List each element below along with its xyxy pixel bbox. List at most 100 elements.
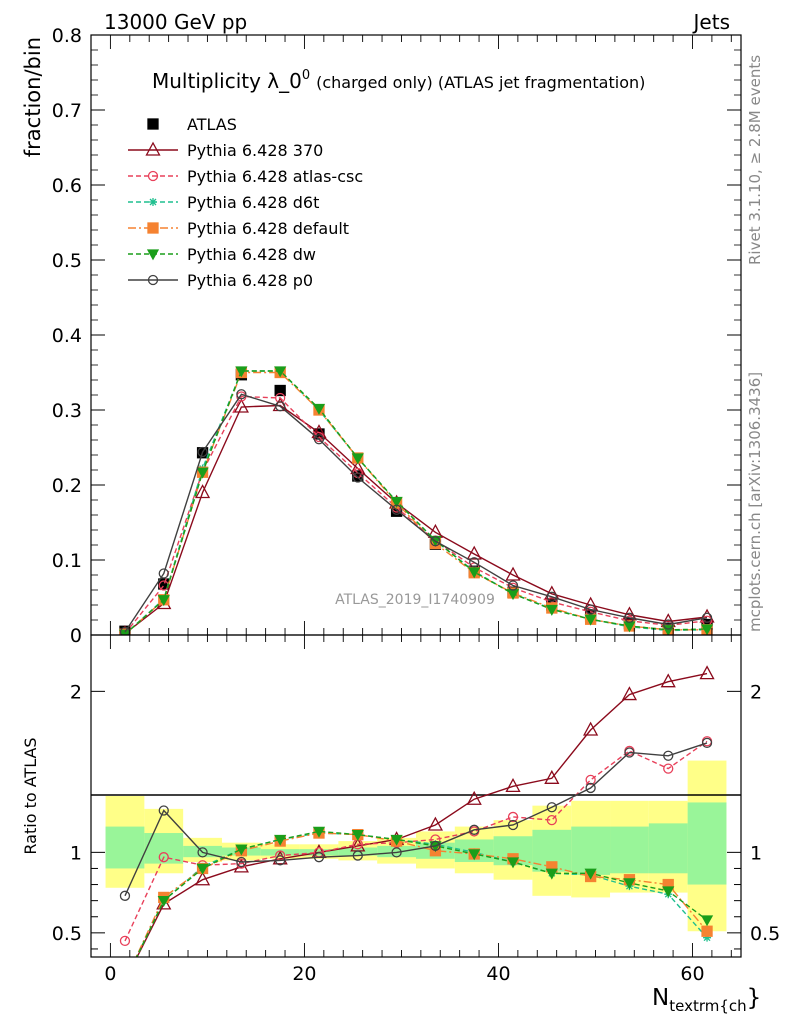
x-tick-label-0: 0 (104, 963, 116, 985)
ratio-point-4-3 (235, 844, 248, 856)
ratio-point-4-12 (584, 868, 597, 880)
main-ytick-label-8: 0.8 (52, 25, 82, 47)
legend-label-3: Pythia 6.428 d6t (187, 193, 319, 212)
ratio-series-line-5 (124, 742, 708, 897)
header-right: Jets (692, 10, 730, 34)
main-series-line-1 (124, 404, 708, 635)
band-stat-bin-7 (377, 845, 416, 858)
ratio-error-bands (105, 760, 727, 932)
ratio-point-4-5 (312, 826, 326, 838)
main-point-5-2 (196, 467, 209, 479)
x-axis-label: Ntextrm{ch} (652, 985, 761, 1015)
main-point-6-14 (663, 619, 674, 630)
legend-marker-6 (147, 274, 159, 286)
ratio-point-0-2 (194, 871, 211, 886)
ratio-ytick-label-right-2: 2 (750, 681, 762, 703)
main-point-1-2 (194, 484, 211, 499)
ratio-point-5-6 (352, 850, 363, 861)
main-point-1-9 (466, 545, 482, 560)
main-point-6-10 (507, 580, 519, 591)
main-point-5-12 (584, 614, 597, 626)
main-point-5-1 (157, 595, 170, 607)
main-series-group (118, 366, 715, 635)
main-ytick-label-6: 0.6 (52, 175, 82, 197)
band-stat-bin-1 (144, 833, 184, 864)
legend-marker-5 (146, 249, 160, 261)
ratio-point-4-7 (390, 834, 403, 846)
main-point-6-9 (469, 557, 480, 568)
band-stat-bin-12 (571, 826, 611, 875)
main-ytick-label-4: 0.4 (52, 325, 82, 347)
main-point-5-4 (274, 366, 287, 378)
main-title: Multiplicity λ_00 (charged only) (ATLAS j… (152, 68, 645, 93)
main-title-rest: (charged only) (ATLAS jet fragmentation) (316, 73, 645, 92)
main-point-6-6 (352, 472, 363, 483)
ratio-point-0-13 (621, 686, 638, 701)
main-point-0-4 (274, 384, 286, 397)
ratio-point-5-5 (313, 852, 325, 863)
ratio-point-5-12 (585, 782, 596, 794)
x-axis-label-sub: textrm{ch (669, 997, 746, 1015)
main-point-6-11 (546, 591, 557, 602)
main-point-6-1 (158, 568, 169, 579)
main-point-5-11 (545, 604, 558, 616)
ratio-series-line-1 (124, 740, 708, 942)
x-axis-label-main: N (652, 985, 669, 1011)
main-point-5-9 (468, 567, 481, 579)
band-stat-bin-13 (610, 826, 649, 874)
main-ytick-label-1: 0.1 (52, 550, 82, 572)
main-ytick-label-2: 0.2 (52, 475, 82, 497)
legend-label-1: Pythia 6.428 370 (187, 141, 323, 160)
ratio-point-4-4 (274, 834, 287, 846)
watermark: ATLAS_2019_I1740909 (335, 592, 495, 608)
ratio-ytick-label-2: 2 (70, 681, 82, 703)
main-point-6-4 (275, 401, 286, 412)
legend-label-2: Pythia 6.428 atlas-csc (187, 167, 363, 186)
x-axis-label-end: } (747, 985, 762, 1011)
ratio-point-1-11 (546, 815, 557, 826)
main-point-5-3 (235, 366, 248, 378)
band-stat-bin-0 (105, 826, 145, 869)
ratio-point-0-14 (660, 673, 676, 688)
ratio-point-5-8 (430, 840, 441, 852)
ratio-point-4-9 (468, 849, 481, 861)
main-ytick-label-7: 0.7 (52, 100, 82, 122)
ratio-point-1-0 (119, 935, 131, 947)
main-point-6-12 (585, 604, 596, 615)
legend-entry-1: Pythia 6.428 370 (128, 141, 323, 160)
ratio-point-4-6 (351, 829, 364, 841)
ratio-ytick-label-0: 0.5 (52, 923, 82, 945)
ratio-point-5-4 (275, 855, 286, 866)
ratio-point-5-13 (624, 747, 635, 758)
legend-marker-2 (147, 170, 159, 182)
legend-label-6: Pythia 6.428 p0 (187, 271, 313, 290)
ratio-ytick-label-1: 1 (70, 842, 82, 864)
ratio-ylabel: Ratio to ATLAS (21, 737, 40, 854)
ratio-point-0-9 (466, 790, 482, 805)
ratio-series-line-0 (136, 672, 708, 957)
x-tick-label-3: 60 (680, 963, 704, 985)
side-label-top: Rivet 3.1.10, ≥ 2.8M events (746, 55, 764, 265)
ratio-point-5-9 (469, 824, 480, 835)
main-point-6-15 (701, 612, 713, 623)
ratio-frame (90, 634, 742, 958)
main-series-line-4 (124, 371, 707, 635)
ratio-point-5-15 (701, 737, 713, 749)
ratio-point-0-10 (505, 777, 521, 792)
ratio-point-5-7 (391, 847, 402, 858)
ratio-point-4-1 (157, 896, 170, 907)
main-axes: 0 0.1 0.2 0.3 0.4 0.5 0.6 0.7 0.8 (52, 25, 741, 647)
ratio-point-1-12 (585, 774, 596, 786)
main-point-6-8 (430, 536, 441, 547)
legend-entry-3: Pythia 6.428 d6t (128, 193, 319, 212)
side-label-bottom: mcplots.cern.ch [arXiv:1306.3436] (746, 372, 764, 632)
ratio-series-line-4 (135, 830, 708, 957)
main-point-5-7 (390, 496, 403, 508)
ratio-point-5-10 (507, 819, 519, 831)
main-point-2-4 (275, 392, 286, 404)
main-point-6-7 (391, 504, 402, 515)
main-series-6 (119, 389, 713, 635)
ratio-point-0-8 (427, 816, 443, 831)
